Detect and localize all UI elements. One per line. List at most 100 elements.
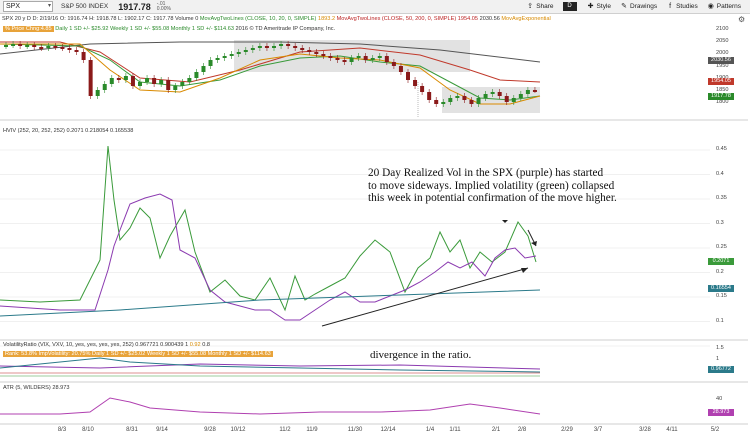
studies-button[interactable]: f Studies bbox=[666, 3, 698, 11]
chart-info-bar: SPX 20 y D D: 2/19/16 O: 1916.74 H: 1918… bbox=[0, 15, 750, 24]
price-panel-legend: % Price Chng:4.85 Daily 1 SD +/- $25.92 … bbox=[3, 26, 335, 32]
ma20-line bbox=[0, 43, 541, 101]
symbol-text: SPX bbox=[6, 3, 21, 10]
vr-value-1: 0.967721 bbox=[135, 342, 159, 348]
ma200-line bbox=[0, 41, 541, 63]
price-y-tick: 1900 bbox=[716, 75, 728, 81]
x-tick-label: 8/3 bbox=[57, 427, 67, 433]
info-date: D: 2/19/16 bbox=[32, 16, 59, 22]
hv-y-tick: 0.4 bbox=[716, 170, 724, 177]
atr-value: 28.973 bbox=[52, 385, 70, 391]
x-tick-label: 4/11 bbox=[666, 427, 678, 433]
price-y-tick: 2100 bbox=[716, 26, 729, 32]
vr-overlay-text: Rank: 53.8% ImpVolatility: 20.75% Daily … bbox=[3, 351, 273, 357]
hv-value-1: 0.2071 bbox=[66, 128, 84, 134]
x-tick-label: 9/28 bbox=[204, 427, 216, 433]
symbol-description: S&P 500 INDEX bbox=[61, 3, 109, 10]
atr-legend: ATR (5, WILDERS) 28.973 bbox=[3, 385, 69, 391]
vr-annotation: divergence in the ratio. bbox=[368, 349, 474, 361]
hv-y-tick: 0.45 bbox=[716, 146, 727, 152]
hv-value-3: 0.165538 bbox=[110, 128, 134, 134]
marker-triangle bbox=[502, 220, 508, 223]
patterns-button[interactable]: ◉ Patterns bbox=[707, 3, 741, 11]
x-tick-label: 11/2 bbox=[279, 427, 291, 433]
ma50-tag: 1954.05 bbox=[708, 78, 734, 85]
hv-y-tick: 0.15 bbox=[716, 293, 727, 299]
price-y-tick: 2050 bbox=[716, 38, 729, 45]
pencil-icon: ✎ bbox=[621, 2, 627, 10]
iv-arrow-head bbox=[531, 241, 537, 246]
vr-y-tick: 1.5 bbox=[716, 345, 724, 351]
x-tick-label: 8/31 bbox=[126, 427, 138, 433]
vr-value-2: 0.900439 bbox=[160, 342, 184, 348]
vr-label: VolatilityRatio (VIX, VXV, 10, yes, yes,… bbox=[3, 342, 134, 348]
ma2-value-2: 2030.56 bbox=[479, 16, 500, 22]
last-price: 1917.78 bbox=[118, 1, 151, 12]
x-tick-label: 3/28 bbox=[639, 427, 651, 433]
ma1-value: 1893.2 bbox=[317, 16, 336, 22]
drawings-button[interactable]: ✎ Drawings bbox=[620, 3, 657, 11]
info-volume: Volume 0 bbox=[175, 16, 199, 22]
hv-value-2: 0.218054 bbox=[85, 128, 109, 134]
info-high: H: 1918.78 bbox=[89, 16, 117, 22]
settings-gear-icon[interactable]: ⚙ bbox=[738, 15, 746, 24]
x-tick-label: 12/14 bbox=[380, 427, 396, 433]
ma50-line bbox=[0, 41, 541, 83]
x-tick-label: 2/1 bbox=[491, 427, 501, 433]
atr-tag: 28.973 bbox=[708, 409, 734, 416]
style-label: Style bbox=[596, 3, 611, 10]
ma1-label: MovAvgTwoLines (CLOSE, 10, 20, 0, SIMPLE… bbox=[199, 16, 317, 22]
x-tick-label: 2/8 bbox=[517, 427, 527, 433]
x-tick-label: 3/7 bbox=[593, 427, 603, 433]
hv-base-tag: 0.16554 bbox=[708, 285, 734, 292]
timeframe[interactable]: SPX 20 y D bbox=[2, 16, 31, 22]
ma3-label: MovAvgExponential bbox=[501, 16, 551, 22]
hv-y-tick: 0.1 bbox=[716, 317, 724, 324]
change-percent: 0.00% bbox=[156, 5, 171, 12]
x-tick-label: 1/4 bbox=[425, 427, 435, 433]
x-tick-label: 9/14 bbox=[156, 427, 168, 433]
implied-vol-line bbox=[0, 145, 537, 312]
ma2-label: MovAvgTwoLines (CLOSE, 50, 200, 0, SIMPL… bbox=[336, 16, 457, 22]
realized-vol-line bbox=[0, 193, 537, 321]
hv-label: HVIV (252, 20, 252, 252) bbox=[3, 128, 65, 134]
ma2-value-1: 1954.05 bbox=[457, 16, 479, 22]
ma200-tag: 2030.56 bbox=[708, 57, 734, 64]
hv-y-tick: 0.3 bbox=[716, 219, 724, 226]
share-button[interactable]: ⇪ Share bbox=[526, 3, 553, 11]
price-change: -.01 0.00% bbox=[156, 1, 171, 12]
trend-arrow bbox=[321, 267, 529, 327]
x-tick-label: 1/11 bbox=[449, 427, 461, 433]
chevron-down-icon[interactable]: ▾ bbox=[47, 3, 51, 9]
hv-y-tick: 0.2 bbox=[716, 268, 724, 275]
hv-legend: HVIV (252, 20, 252, 252) 0.2071 0.218054… bbox=[3, 128, 133, 134]
info-open: O: 1916.74 bbox=[59, 16, 88, 22]
vr-line-1 bbox=[0, 363, 541, 370]
x-tick-label: 11/30 bbox=[347, 427, 363, 433]
price-y-tick: 1800 bbox=[716, 99, 729, 106]
x-tick-label: 5/2 bbox=[710, 427, 720, 433]
hv-252-line bbox=[0, 289, 541, 317]
annotation-line-3: this week in potential confirmation of t… bbox=[368, 192, 617, 204]
hv-y-tick: 0.25 bbox=[716, 244, 727, 250]
x-tick-label: 10/12 bbox=[230, 427, 246, 433]
period-button[interactable]: D bbox=[562, 2, 577, 11]
x-tick-label: 8/10 bbox=[82, 427, 94, 433]
price-change-badge: % Price Chng:4.85 bbox=[3, 26, 54, 32]
info-low: L: 1902.17 bbox=[118, 16, 145, 22]
annotation-line-2: to move sideways. Implied volatility (gr… bbox=[368, 179, 615, 192]
price-y-tick: 2000 bbox=[716, 50, 729, 57]
hv-grid bbox=[0, 149, 710, 347]
copyright: 2016 © TD Ameritrade IP Company, Inc. bbox=[235, 26, 336, 32]
price-candles bbox=[4, 41, 537, 107]
symbol-input[interactable]: SPX ▾ bbox=[3, 1, 53, 12]
toolbar: SPX ▾ S&P 500 INDEX 1917.78 -.01 0.00% ⇪ Sh… bbox=[0, 0, 750, 14]
price-y-tick: 1950 bbox=[716, 62, 729, 69]
vr-line-2 bbox=[0, 357, 541, 373]
atr-label: ATR (5, WILDERS) bbox=[3, 385, 51, 391]
vr-overlay: Rank: 53.8% ImpVolatility: 20.75% Daily … bbox=[3, 351, 273, 357]
atr-y-tick: 40 bbox=[716, 396, 723, 402]
style-button[interactable]: ✚ Style bbox=[587, 3, 611, 11]
trend-arrow-head bbox=[521, 268, 528, 273]
